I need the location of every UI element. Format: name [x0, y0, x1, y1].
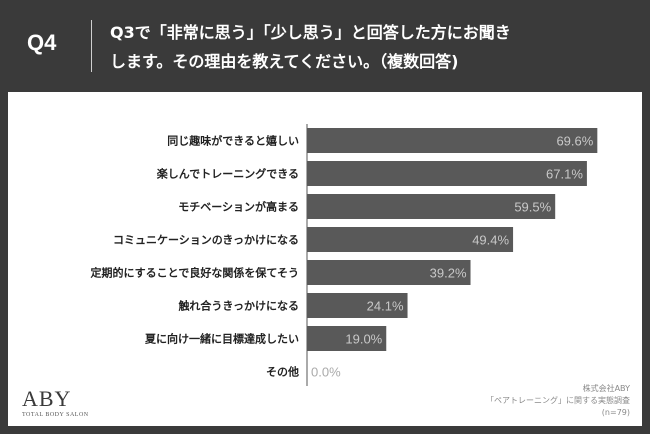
aby-logo: ABY TOTAL BODY SALON — [22, 386, 89, 419]
bar — [307, 227, 514, 252]
data-label: 67.1% — [546, 167, 583, 182]
category-label: 楽しんでトレーニングできる — [156, 167, 299, 181]
logo-main-text: ABY — [22, 386, 72, 411]
bar — [307, 128, 598, 153]
bar — [307, 260, 471, 285]
bar — [307, 326, 387, 351]
data-label: 24.1% — [367, 299, 404, 314]
header: Q4 Q3で「非常に思う」「少し思う」と回答した方にお聞き します。その理由を教… — [0, 0, 650, 92]
bar — [307, 293, 408, 318]
category-label: コミュニケーションのきっかけになる — [113, 234, 299, 247]
logo-sub-text: TOTAL BODY SALON — [22, 412, 89, 418]
question-line-2: します。その理由を教えてください。（複数回答) — [110, 52, 459, 71]
category-label: 定期的にすることで良好な関係を保てそう — [91, 266, 299, 280]
category-label: 触れ合うきっかけになる — [177, 299, 299, 313]
category-label: 夏に向け一緒に目標達成したい — [145, 332, 299, 346]
question-text: Q3で「非常に思う」「少し思う」と回答した方にお聞き します。その理由を教えてく… — [110, 18, 630, 76]
bar — [307, 194, 556, 219]
source-company: 株式会社ABY — [582, 384, 630, 393]
category-label: モチベーションが高まる — [178, 200, 299, 214]
header-divider — [91, 20, 92, 72]
category-label: 同じ趣味ができると嬉しい — [167, 134, 299, 148]
data-label: 39.2% — [430, 266, 467, 281]
bar — [307, 161, 587, 186]
data-label: 59.5% — [514, 200, 551, 215]
source-sample-size: (n=79) — [601, 408, 630, 417]
category-label: その他 — [266, 365, 299, 379]
data-label: 49.4% — [472, 233, 509, 248]
data-label: 69.6% — [556, 134, 593, 149]
source-survey: 「ペアトレーニング」に関する実態調査 — [486, 396, 630, 405]
data-label: 19.0% — [345, 332, 382, 347]
question-line-1: Q3で「非常に思う」「少し思う」と回答した方にお聞き — [110, 23, 511, 42]
data-label: 0.0% — [311, 365, 341, 380]
source-note: 株式会社ABY 「ペアトレーニング」に関する実態調査 (n=79) — [486, 383, 630, 419]
question-number: Q4 — [27, 30, 57, 55]
